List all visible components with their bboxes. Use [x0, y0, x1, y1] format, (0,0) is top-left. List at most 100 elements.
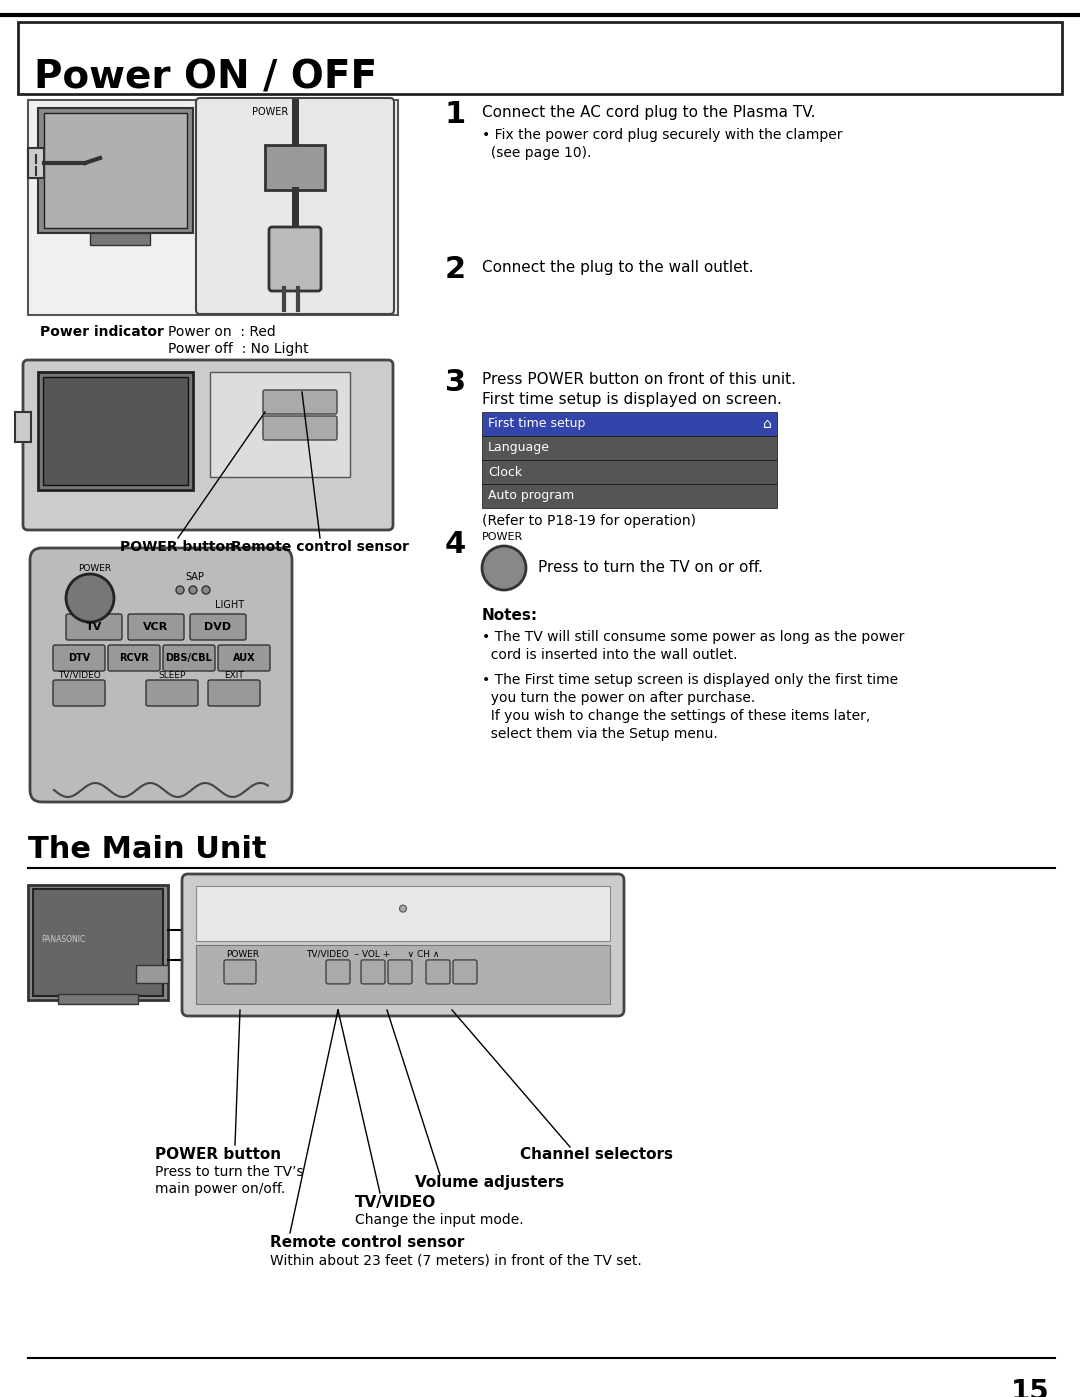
Bar — [482, 483, 777, 509]
Text: Power off  : No Light: Power off : No Light — [168, 342, 309, 356]
Text: The Main Unit: The Main Unit — [28, 835, 267, 863]
Circle shape — [202, 585, 210, 594]
Text: SLEEP: SLEEP — [159, 671, 186, 679]
Text: Remote control sensor: Remote control sensor — [270, 1235, 464, 1250]
Text: If you wish to change the settings of these items later,: If you wish to change the settings of th… — [482, 710, 870, 724]
Text: POWER: POWER — [227, 950, 259, 958]
Text: 4: 4 — [445, 529, 467, 559]
Text: 1: 1 — [445, 101, 467, 129]
Text: POWER: POWER — [252, 108, 288, 117]
Text: Press to turn the TV on or off.: Press to turn the TV on or off. — [538, 560, 762, 576]
Text: cord is inserted into the wall outlet.: cord is inserted into the wall outlet. — [482, 648, 738, 662]
FancyBboxPatch shape — [53, 645, 105, 671]
FancyBboxPatch shape — [208, 680, 260, 705]
Text: EXIT: EXIT — [225, 671, 244, 679]
Text: PANASONIC: PANASONIC — [41, 936, 85, 944]
Bar — [195, 944, 610, 1003]
Text: DVD: DVD — [204, 622, 231, 631]
Text: Press POWER button on front of this unit.: Press POWER button on front of this unit… — [482, 372, 796, 387]
FancyBboxPatch shape — [30, 548, 292, 802]
FancyBboxPatch shape — [66, 615, 122, 640]
Text: Power ON / OFF: Power ON / OFF — [33, 59, 377, 96]
FancyBboxPatch shape — [108, 645, 160, 671]
Text: Connect the AC cord plug to the Plasma TV.: Connect the AC cord plug to the Plasma T… — [482, 105, 815, 120]
Text: RCVR: RCVR — [119, 652, 149, 664]
Bar — [90, 233, 150, 244]
FancyBboxPatch shape — [195, 98, 394, 314]
Text: Connect the plug to the wall outlet.: Connect the plug to the wall outlet. — [482, 260, 754, 275]
Text: main power on/off.: main power on/off. — [156, 1182, 285, 1196]
Text: Within about 23 feet (7 meters) in front of the TV set.: Within about 23 feet (7 meters) in front… — [270, 1253, 642, 1267]
Text: TV/VIDEO: TV/VIDEO — [355, 1194, 436, 1210]
FancyBboxPatch shape — [129, 615, 184, 640]
Text: Volume adjusters: Volume adjusters — [415, 1175, 564, 1190]
Text: 2: 2 — [445, 256, 467, 284]
Text: POWER: POWER — [482, 532, 523, 542]
Bar — [38, 372, 193, 490]
FancyBboxPatch shape — [426, 960, 450, 983]
FancyBboxPatch shape — [190, 615, 246, 640]
FancyBboxPatch shape — [264, 390, 337, 414]
FancyBboxPatch shape — [361, 960, 384, 983]
Bar — [482, 436, 777, 460]
Bar — [58, 995, 138, 1004]
Text: First time setup is displayed on screen.: First time setup is displayed on screen. — [482, 393, 782, 407]
FancyBboxPatch shape — [23, 360, 393, 529]
Text: (Refer to P18-19 for operation): (Refer to P18-19 for operation) — [482, 514, 696, 528]
FancyBboxPatch shape — [146, 680, 198, 705]
Text: Notes:: Notes: — [482, 608, 538, 623]
Circle shape — [176, 585, 184, 594]
FancyBboxPatch shape — [218, 645, 270, 671]
Bar — [136, 965, 168, 983]
Bar — [43, 377, 188, 485]
Text: DBS/CBL: DBS/CBL — [165, 652, 213, 664]
Text: Auto program: Auto program — [488, 489, 575, 503]
Text: AUX: AUX — [232, 652, 255, 664]
Text: Power on  : Red: Power on : Red — [168, 326, 275, 339]
Bar — [28, 148, 44, 177]
Text: you turn the power on after purchase.: you turn the power on after purchase. — [482, 692, 755, 705]
Text: 15: 15 — [1011, 1377, 1050, 1397]
Text: TV: TV — [85, 622, 103, 631]
Text: POWER button: POWER button — [121, 541, 235, 555]
Text: (see page 10).: (see page 10). — [482, 147, 592, 161]
Text: SAP: SAP — [185, 571, 204, 583]
Text: Power indicator: Power indicator — [40, 326, 164, 339]
Bar — [265, 145, 325, 190]
Bar — [195, 886, 610, 940]
FancyBboxPatch shape — [269, 226, 321, 291]
Text: Change the input mode.: Change the input mode. — [355, 1213, 524, 1227]
Bar — [38, 108, 193, 233]
Text: Clock: Clock — [488, 465, 522, 479]
Text: Language: Language — [488, 441, 550, 454]
FancyBboxPatch shape — [183, 875, 624, 1016]
Text: • The TV will still consume some power as long as the power: • The TV will still consume some power a… — [482, 630, 904, 644]
Text: 3: 3 — [445, 367, 467, 397]
Text: Remote control sensor: Remote control sensor — [231, 541, 409, 555]
FancyBboxPatch shape — [224, 960, 256, 983]
FancyBboxPatch shape — [453, 960, 477, 983]
Text: VCR: VCR — [144, 622, 168, 631]
Text: TV/VIDEO: TV/VIDEO — [57, 671, 100, 679]
Text: TV/VIDEO  – VOL +      ∨ CH ∧: TV/VIDEO – VOL + ∨ CH ∧ — [307, 950, 440, 958]
Bar — [210, 372, 350, 476]
FancyBboxPatch shape — [326, 960, 350, 983]
Bar — [28, 101, 399, 314]
Bar — [44, 113, 187, 228]
Text: POWER button: POWER button — [156, 1147, 281, 1162]
Bar — [33, 888, 163, 996]
Bar — [18, 22, 1062, 94]
Bar — [482, 460, 777, 483]
FancyBboxPatch shape — [264, 416, 337, 440]
Text: • The First time setup screen is displayed only the first time: • The First time setup screen is display… — [482, 673, 899, 687]
Text: • Fix the power cord plug securely with the clamper: • Fix the power cord plug securely with … — [482, 129, 842, 142]
Text: Channel selectors: Channel selectors — [519, 1147, 673, 1162]
Bar — [15, 412, 31, 441]
Circle shape — [189, 585, 197, 594]
Circle shape — [66, 574, 114, 622]
Circle shape — [482, 546, 526, 590]
FancyBboxPatch shape — [163, 645, 215, 671]
Text: DTV: DTV — [68, 652, 90, 664]
Text: First time setup: First time setup — [488, 418, 585, 430]
Text: Press to turn the TV’s: Press to turn the TV’s — [156, 1165, 303, 1179]
